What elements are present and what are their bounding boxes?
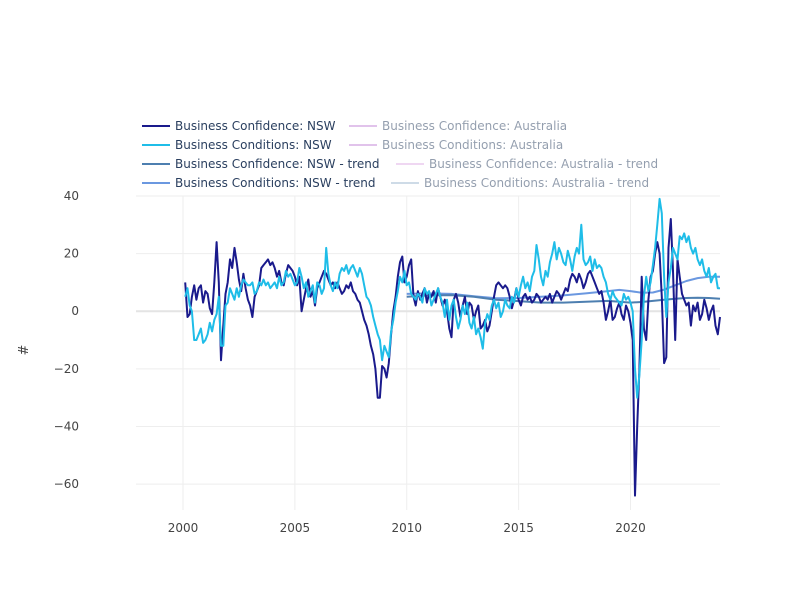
legend-label: Business Confidence: Australia - trend xyxy=(429,157,658,171)
y-axis: 40 20 0 −20 −40 −60 xyxy=(54,189,79,491)
legend-label: Business Conditions: NSW xyxy=(175,138,332,152)
x-tick-label: 2020 xyxy=(615,521,646,535)
legend-label: Business Conditions: Australia - trend xyxy=(424,176,649,190)
legend-item[interactable]: Business Confidence: Australia - trend xyxy=(396,157,658,171)
legend-item[interactable]: Business Conditions: NSW - trend xyxy=(142,176,376,190)
series-line[interactable] xyxy=(184,218,721,497)
legend-label: Business Conditions: NSW - trend xyxy=(175,176,376,190)
legend-item[interactable]: Business Confidence: Australia xyxy=(349,119,567,133)
x-tick-label: 2000 xyxy=(168,521,199,535)
y-tick-label: 0 xyxy=(71,304,79,318)
legend-item[interactable]: Business Conditions: Australia xyxy=(349,138,563,152)
legend-label: Business Confidence: NSW - trend xyxy=(175,157,379,171)
x-tick-label: 2015 xyxy=(503,521,534,535)
x-tick-label: 2005 xyxy=(280,521,311,535)
legend-label: Business Confidence: Australia xyxy=(382,119,567,133)
legend[interactable]: Business Confidence: NSW Business Confide… xyxy=(142,119,658,190)
legend-label: Business Confidence: NSW xyxy=(175,119,336,133)
legend-item[interactable]: Business Confidence: NSW - trend xyxy=(142,157,379,171)
y-tick-label: 40 xyxy=(64,189,79,203)
y-tick-label: −60 xyxy=(54,477,79,491)
series-line[interactable] xyxy=(184,197,720,399)
y-axis-title: # xyxy=(17,345,32,356)
legend-item[interactable]: Business Conditions: Australia - trend xyxy=(391,176,649,190)
y-tick-label: −20 xyxy=(54,362,79,376)
legend-item[interactable]: Business Conditions: NSW xyxy=(142,138,332,152)
x-axis: 2000 2005 2010 2015 2020 xyxy=(168,521,646,535)
y-tick-label: 20 xyxy=(64,247,79,261)
y-tick-label: −40 xyxy=(54,419,79,433)
legend-item[interactable]: Business Confidence: NSW xyxy=(142,119,336,133)
plot-area[interactable] xyxy=(184,197,721,497)
legend-label: Business Conditions: Australia xyxy=(382,138,563,152)
x-tick-label: 2010 xyxy=(391,521,422,535)
